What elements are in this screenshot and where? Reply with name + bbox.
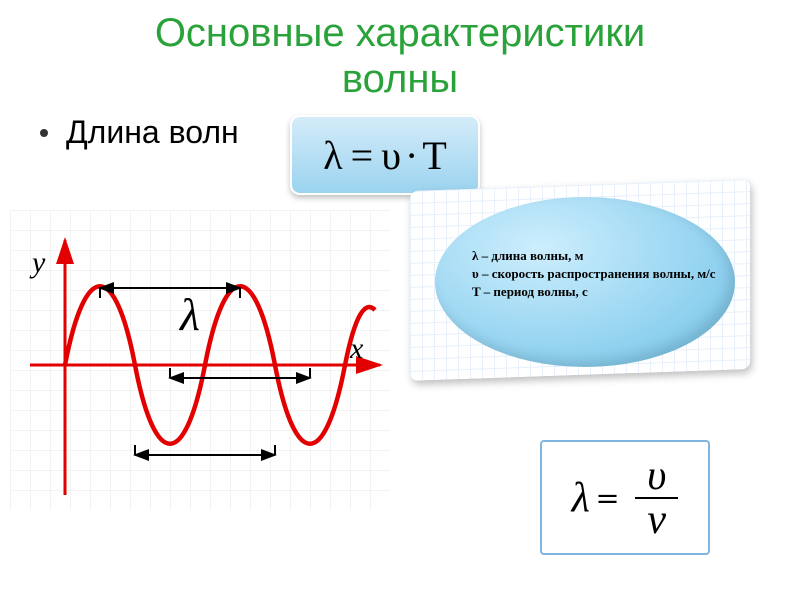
title-line-1: Основные характеристики xyxy=(155,11,645,55)
bullet-dot-icon xyxy=(40,129,48,137)
sym-lambda-2: λ xyxy=(572,473,590,522)
legend-panel: λ – длина волны, м υ – скорость распрост… xyxy=(410,185,760,395)
svg-text:x: x xyxy=(349,332,364,365)
slide-title: Основные характеристики волны xyxy=(0,0,800,102)
wave-svg: y x λ xyxy=(10,210,390,510)
sym-eq-2: = xyxy=(596,473,619,522)
fraction-num: υ xyxy=(635,455,678,499)
fraction-den: ν xyxy=(635,499,678,541)
legend-line-2: υ – скорость распространения волны, м/с xyxy=(472,265,716,283)
legend-line-1: λ – длина волны, м xyxy=(472,247,716,265)
wave-diagram: y x λ xyxy=(10,210,390,510)
svg-text:λ: λ xyxy=(178,289,200,340)
formula-lambda-vt: λ = υ · T xyxy=(290,115,480,195)
formula-lambda-v-over-nu: λ = υ ν xyxy=(540,440,710,555)
svg-text:y: y xyxy=(29,246,46,279)
sym-dot: · xyxy=(405,132,418,179)
sym-upsilon: υ xyxy=(381,132,401,179)
sym-lambda: λ xyxy=(323,132,342,179)
sym-eq: = xyxy=(351,132,374,179)
legend-line-3: T – период волны, с xyxy=(472,283,716,301)
fraction: υ ν xyxy=(635,455,678,541)
sym-t: T xyxy=(422,132,446,179)
legend-text: λ – длина волны, м υ – скорость распрост… xyxy=(472,247,716,302)
title-line-2: волны xyxy=(342,57,458,101)
bullet-text: Длина волн xyxy=(66,114,239,151)
